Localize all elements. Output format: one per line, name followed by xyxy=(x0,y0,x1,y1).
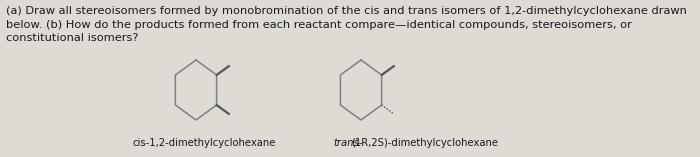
Text: (1R,2S)-dimethylcyclohexane: (1R,2S)-dimethylcyclohexane xyxy=(351,138,498,148)
Text: trans-: trans- xyxy=(333,138,363,148)
Text: (a) Draw all stereoisomers formed by monobromination of the cis and trans isomer: (a) Draw all stereoisomers formed by mon… xyxy=(6,6,687,43)
Text: cis-1,2-dimethylcyclohexane: cis-1,2-dimethylcyclohexane xyxy=(132,138,276,148)
